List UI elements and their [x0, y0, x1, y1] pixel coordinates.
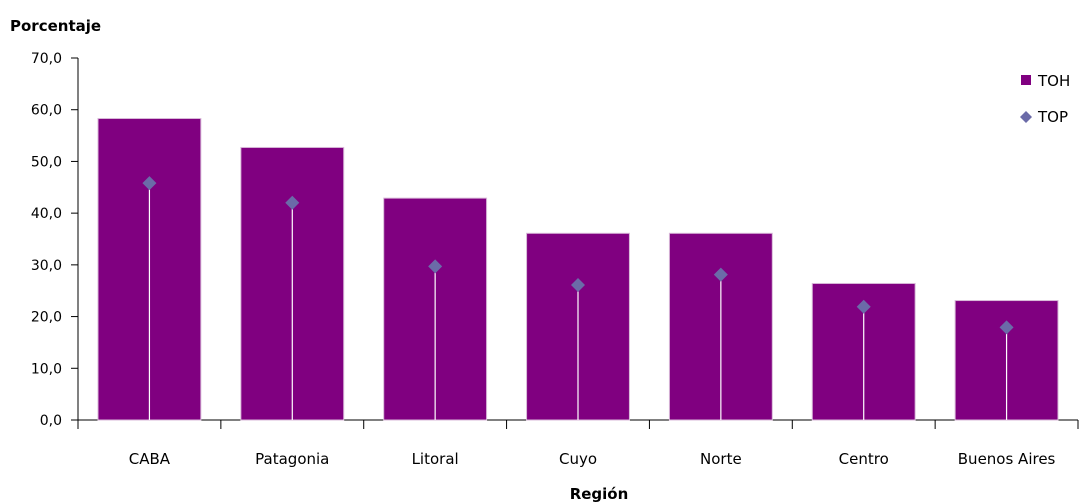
y-axis: 0,0 10,0 20,0 30,0 40,0 50,0 60,0 70,0 — [31, 51, 79, 429]
x-axis-title: Región — [570, 485, 629, 503]
y-tick-label: 70,0 — [31, 51, 62, 67]
marker-top — [571, 278, 585, 293]
x-tick-label: Patagonia — [255, 450, 329, 468]
marker-top — [428, 259, 443, 274]
legend: TOH TOP — [1020, 72, 1070, 126]
marker-top — [285, 195, 300, 210]
y-tick-label: 20,0 — [31, 310, 62, 326]
legend-label-top: TOP — [1037, 108, 1068, 126]
y-tick-label: 50,0 — [31, 154, 62, 170]
marker-top — [856, 299, 871, 314]
x-tick-label: Centro — [839, 450, 889, 468]
marker-top — [142, 176, 157, 191]
x-tick-label: Litoral — [412, 450, 459, 468]
y-tick-label: 30,0 — [31, 258, 62, 274]
category-labels: CABA Patagonia Litoral Cuyo Norte Centro Bueno… — [129, 450, 1056, 468]
legend-label-toh: TOH — [1037, 72, 1070, 90]
y-axis-title: Porcentaje — [10, 17, 101, 35]
x-tick-label: Cuyo — [559, 450, 597, 468]
marker-top — [999, 320, 1014, 335]
legend-swatch-toh — [1021, 75, 1031, 85]
y-tick-label: 10,0 — [31, 361, 62, 377]
x-tick-label: Buenos Aires — [958, 450, 1056, 468]
y-tick-label: 40,0 — [31, 206, 62, 222]
x-tick-label: CABA — [129, 450, 171, 468]
x-axis — [77, 419, 1079, 429]
legend-marker-top — [1020, 111, 1032, 123]
y-tick-label: 60,0 — [31, 103, 62, 119]
marker-series — [142, 176, 1014, 420]
x-tick-label: Norte — [700, 450, 742, 468]
y-tick-label: 0,0 — [40, 413, 62, 429]
marker-top — [713, 267, 728, 282]
